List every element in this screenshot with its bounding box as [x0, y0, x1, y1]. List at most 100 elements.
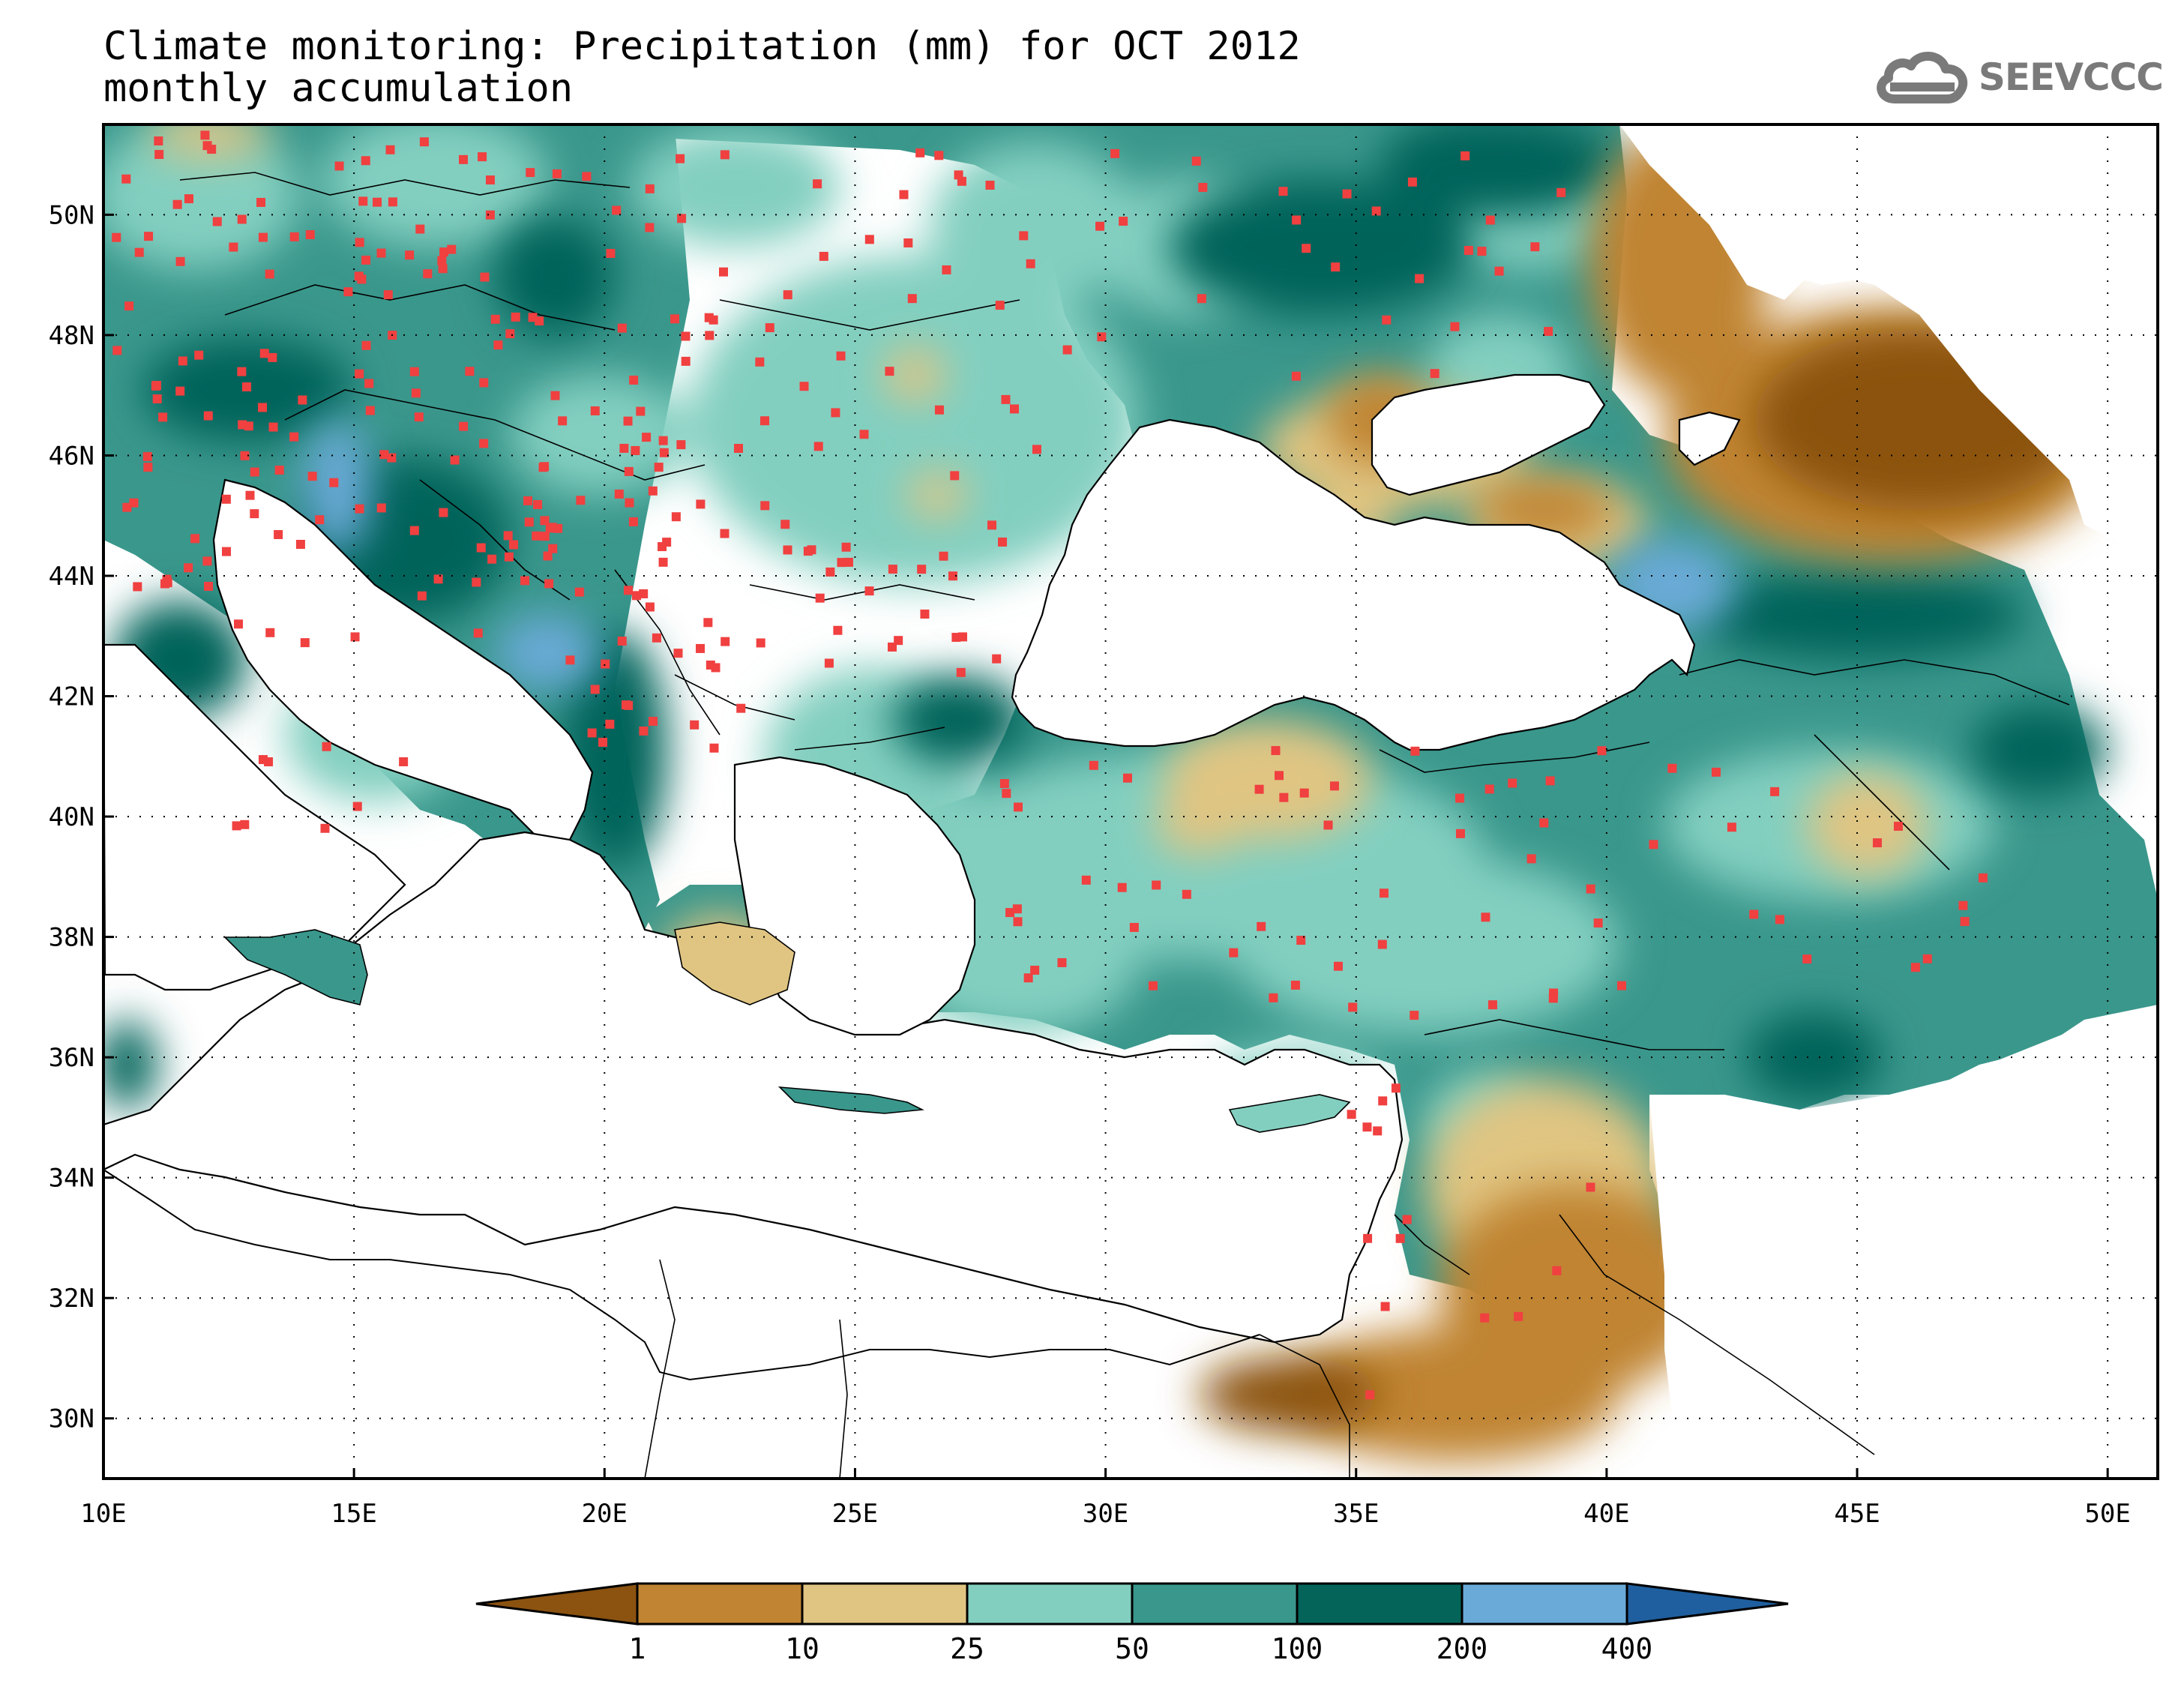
x-tick-label: 35E — [1333, 1499, 1379, 1529]
tyrrhenian-sea — [103, 643, 406, 991]
colorbar-segment — [1460, 1582, 1628, 1626]
station-marker — [915, 148, 925, 157]
station-marker — [237, 214, 247, 224]
y-tick-label: 36N — [49, 1043, 94, 1073]
station-marker — [582, 172, 592, 181]
y-tick-label: 34N — [49, 1164, 94, 1194]
station-marker — [681, 356, 691, 366]
station-marker — [934, 151, 944, 160]
station-marker — [415, 224, 425, 234]
station-marker — [289, 232, 299, 241]
x-tick-label: 10E — [80, 1499, 126, 1529]
station-marker — [1382, 315, 1392, 325]
x-tick-label: 25E — [832, 1499, 878, 1529]
station-marker — [1197, 294, 1206, 304]
station-marker — [112, 346, 122, 355]
station-marker — [289, 432, 299, 442]
station-marker — [624, 586, 634, 595]
station-marker — [1191, 156, 1201, 166]
station-marker — [447, 244, 457, 254]
station-marker — [1481, 912, 1490, 922]
station-marker — [1254, 784, 1264, 794]
station-marker — [1019, 231, 1029, 241]
station-marker — [824, 658, 834, 668]
station-marker — [815, 593, 825, 603]
station-marker — [1062, 345, 1072, 355]
station-marker — [175, 386, 185, 396]
station-marker — [241, 382, 251, 391]
station-marker — [619, 443, 629, 453]
station-marker — [1526, 854, 1536, 864]
station-marker — [1556, 187, 1566, 197]
station-marker — [1410, 746, 1420, 756]
station-marker — [112, 232, 121, 242]
station-marker — [956, 667, 966, 677]
station-marker — [178, 356, 187, 366]
station-marker — [379, 450, 389, 460]
station-marker — [322, 742, 331, 751]
station-marker — [1095, 221, 1105, 231]
station-marker — [783, 545, 792, 555]
station-marker — [645, 602, 655, 612]
station-marker — [1430, 369, 1440, 379]
station-marker — [623, 416, 633, 426]
station-marker — [540, 532, 550, 541]
station-marker — [533, 499, 543, 509]
station-marker — [1269, 993, 1278, 1002]
station-marker — [184, 563, 193, 573]
station-marker — [760, 416, 770, 426]
station-marker — [142, 451, 152, 461]
station-marker — [612, 205, 622, 215]
station-marker — [258, 755, 268, 765]
x-tick-label: 30E — [1083, 1499, 1128, 1529]
station-marker — [133, 582, 142, 592]
station-marker — [1129, 922, 1139, 932]
north-africa-coast — [103, 1169, 1260, 1381]
station-marker — [1494, 266, 1504, 276]
station-marker — [1089, 760, 1098, 770]
colorbar-segment — [1296, 1582, 1463, 1626]
station-marker — [509, 540, 519, 550]
field-100-200 — [103, 124, 2107, 1110]
colorbar-segment-lt-1 — [475, 1582, 639, 1626]
station-marker — [154, 136, 163, 145]
station-marker — [887, 642, 897, 652]
title-line-1: Climate monitoring: Precipitation (mm) f… — [103, 24, 1301, 69]
station-marker — [459, 421, 469, 431]
station-marker — [939, 551, 948, 561]
station-marker — [352, 802, 362, 811]
y-tick-label: 50N — [49, 200, 94, 230]
station-marker — [598, 738, 608, 748]
station-marker — [807, 545, 816, 555]
x-tick-label: 20E — [582, 1499, 628, 1529]
station-marker — [833, 625, 843, 635]
station-marker — [204, 581, 214, 591]
colorbar: 1 10 25 50 100 200 400 — [475, 1582, 1789, 1665]
station-marker — [240, 451, 250, 460]
station-marker — [670, 314, 680, 324]
station-marker — [1292, 215, 1302, 225]
station-marker — [202, 556, 212, 566]
station-marker — [624, 700, 634, 710]
station-marker — [354, 271, 364, 281]
station-marker — [690, 720, 700, 730]
station-marker — [334, 161, 344, 171]
station-marker — [485, 175, 495, 185]
station-marker — [1365, 1390, 1375, 1400]
station-marker — [315, 515, 325, 525]
station-marker — [250, 467, 259, 477]
station-marker — [487, 554, 497, 564]
station-marker — [836, 351, 846, 361]
station-marker — [1727, 823, 1736, 832]
colorbar-segment — [636, 1582, 804, 1626]
station-marker — [1450, 322, 1460, 331]
station-marker — [1463, 245, 1473, 255]
station-marker — [831, 408, 840, 418]
station-marker — [888, 565, 897, 574]
station-marker — [298, 395, 307, 405]
station-marker — [305, 230, 315, 240]
station-marker — [995, 301, 1005, 310]
station-marker — [1009, 404, 1019, 414]
station-marker — [652, 633, 661, 643]
station-marker — [636, 406, 646, 416]
